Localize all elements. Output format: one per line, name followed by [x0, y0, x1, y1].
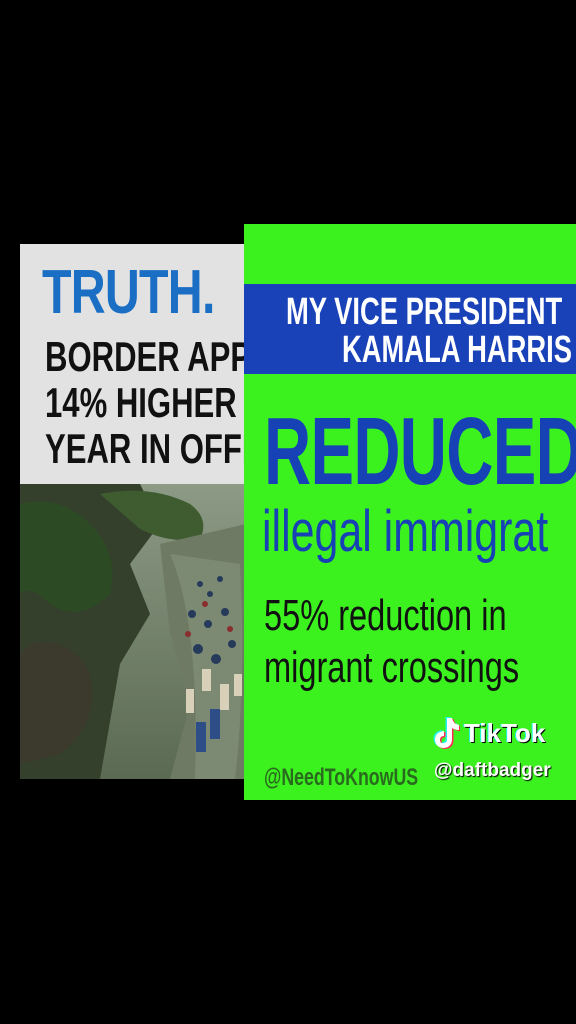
tiktok-watermark: TikTok: [430, 716, 545, 750]
migrant-crowd-photo: [20, 484, 246, 779]
left-line-3: YEAR IN OFFIC: [45, 425, 246, 472]
left-line-2: 14% HIGHER II: [45, 379, 246, 426]
stat-line-1: 55% reduction in: [264, 591, 507, 640]
vp-banner: MY VICE PRESIDENT KAMALA HARRIS: [244, 284, 576, 374]
left-panel: TRUTH. BORDER APPR 14% HIGHER II YEAR IN…: [20, 244, 246, 779]
banner-line-1: MY VICE PRESIDENT: [286, 291, 563, 333]
truth-headline: TRUTH.: [42, 258, 215, 327]
tiktok-note-icon: [433, 717, 460, 749]
illegal-immigration-subhead: illegal immigrat: [262, 499, 549, 564]
source-handle: @NeedToKnowUS: [264, 764, 419, 791]
tiktok-username: @daftbadger: [434, 760, 551, 781]
right-panel: MY VICE PRESIDENT KAMALA HARRIS REDUCED …: [244, 224, 576, 800]
left-body-text: BORDER APPR 14% HIGHER II YEAR IN OFFIC: [45, 334, 246, 472]
tiktok-brand: TikTok: [464, 717, 546, 748]
left-line-1: BORDER APPR: [45, 333, 246, 380]
banner-line-2: KAMALA HARRIS: [342, 329, 573, 371]
stat-line-2: migrant crossings: [264, 643, 520, 692]
reduced-headline: REDUCED: [264, 398, 576, 505]
